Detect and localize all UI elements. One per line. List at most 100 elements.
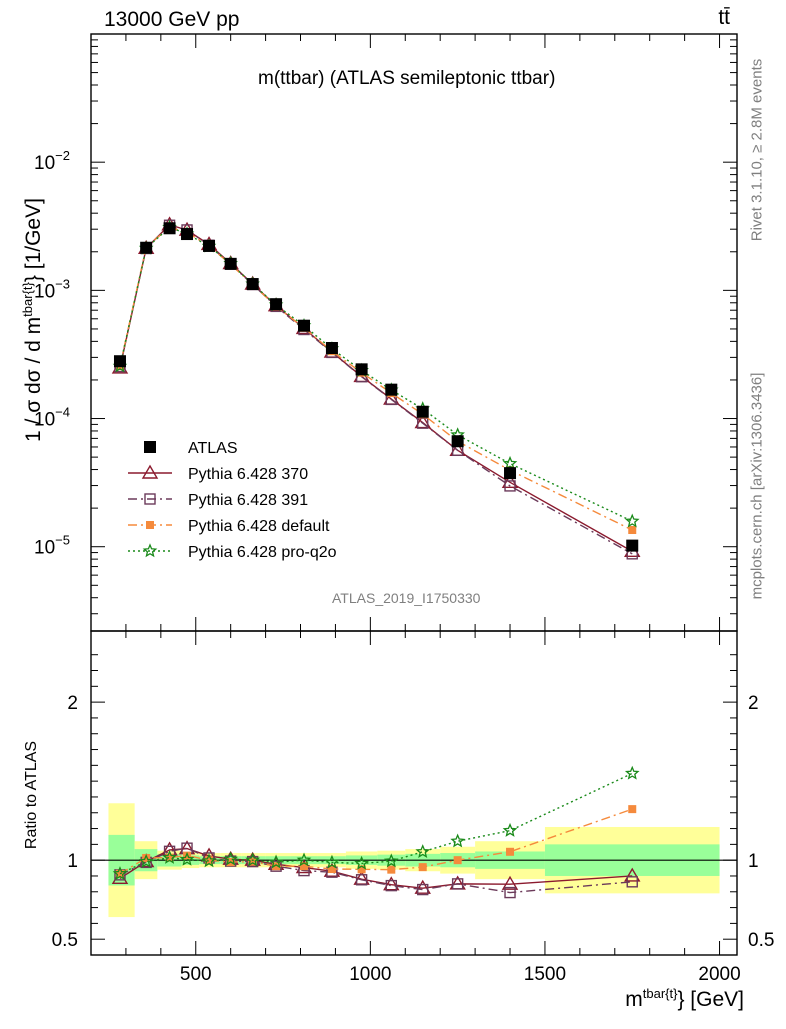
ratio-point-pythia-6-428-default-3 [183, 851, 192, 860]
main-point-pythia-6-428-391-14 [504, 480, 516, 492]
main-point-atlas-12 [416, 405, 429, 418]
main-point-atlas-15 [626, 539, 639, 552]
main-y-tick-exp-3: −2 [55, 148, 70, 163]
ratio-point-pythia-6-428-default-11 [387, 865, 396, 874]
ratio-point-pythia-6-428-pro-q2o-6 [245, 852, 260, 867]
ratio-point-pythia-6-428-370-11 [383, 876, 400, 891]
ratio-point-pythia-6-428-391-13 [451, 878, 464, 890]
ratio-point-pythia-6-428-default-10 [357, 865, 366, 874]
ratio-series-group [111, 765, 641, 899]
process-label: tt̄ [718, 6, 730, 29]
ratio-point-pythia-6-428-default-15 [628, 805, 637, 814]
ratio-point-pythia-6-428-pro-q2o-7 [268, 854, 284, 869]
ratio-y-axis-title: Ratio to ATLAS [23, 740, 40, 850]
main-y-tick-label-1: 10−4 [34, 405, 70, 431]
ratio-point-pythia-6-428-391-14 [504, 886, 516, 899]
x-tick-label-1500: 1500 [524, 964, 566, 985]
y-axis-title-prefix: 1 / σ dσ / d m [22, 316, 45, 442]
analysis-id: ATLAS_2019_I1750330 [332, 590, 481, 606]
ratio-point-pythia-6-428-pro-q2o-10 [354, 855, 369, 870]
main-point-atlas-8 [298, 319, 311, 332]
ratio-point-pythia-6-428-pro-q2o-14 [502, 822, 518, 837]
x-axis-title-sup: tbar{t} [642, 986, 678, 1001]
main-point-atlas-7 [270, 298, 283, 311]
ratio-point-pythia-6-428-391-12 [417, 883, 429, 896]
ratio-y-tick-label-right-2: 2 [748, 693, 759, 714]
main-point-pythia-6-428-pro-q2o-14 [502, 455, 518, 470]
ratio-y-tick-label-left-0.5: 0.5 [52, 930, 78, 951]
legend-marker-pythia-6-428-370 [141, 464, 159, 479]
ratio-point-pythia-6-428-pro-q2o-4 [201, 853, 217, 868]
main-line-pythia-6-428-pro-q2o [119, 226, 633, 522]
main-y-tick-label-3: 10−2 [34, 148, 70, 174]
main-point-atlas-2 [163, 222, 176, 235]
ratio-point-pythia-6-428-pro-q2o-8 [296, 852, 312, 867]
main-point-atlas-9 [325, 342, 338, 355]
main-y-tick-exp-0: −5 [55, 533, 70, 548]
main-line-pythia-6-428-default [119, 226, 633, 531]
ratio-line-pythia-6-428-default [119, 808, 633, 875]
legend-label-atlas: ATLAS [188, 440, 238, 457]
legend-marker-pythia-6-428-pro-q2o [142, 543, 158, 558]
ratio-point-pythia-6-428-default-14 [506, 847, 515, 856]
ratio-point-pythia-6-428-391-10 [355, 874, 368, 886]
main-frame [90, 33, 738, 632]
main-y-tick-label-0: 10−5 [34, 533, 70, 559]
main-y-tick-exp-1: −4 [55, 405, 70, 420]
main-point-atlas-10 [355, 363, 368, 376]
legend-label-pythia-6-428-391: Pythia 6.428 391 [188, 492, 308, 509]
main-point-atlas-11 [385, 383, 398, 396]
main-point-atlas-1 [140, 241, 153, 254]
ratio-y-tick-label-left-1: 1 [67, 851, 78, 872]
main-series-group [111, 216, 641, 560]
legend-marker-atlas [144, 441, 156, 453]
ratio-point-pythia-6-428-391-11 [385, 879, 398, 892]
legend-label-pythia-6-428-default: Pythia 6.428 default [188, 518, 330, 535]
y-axis-title: 1 / σ dσ / d mtbar{t}} [1/GeV] [20, 198, 46, 442]
ratio-point-pythia-6-428-pro-q2o-5 [223, 851, 238, 866]
main-y-tick-base-0: 10 [34, 538, 55, 559]
main-point-atlas-0 [113, 355, 126, 368]
plot-title: m(ttbar) (ATLAS semileptonic ttbar) [258, 68, 556, 89]
ratio-point-pythia-6-428-391-15 [626, 876, 638, 888]
energy-label: 13000 GeV pp [104, 8, 240, 31]
ratio-point-pythia-6-428-default-1 [142, 853, 151, 862]
x-tick-label-1000: 1000 [349, 964, 391, 985]
main-y-tick-base-1: 10 [34, 410, 55, 431]
x-axis-title-prefix: m [625, 988, 643, 1011]
ratio-point-pythia-6-428-default-8 [300, 862, 309, 871]
ratio-point-pythia-6-428-391-6 [246, 855, 259, 868]
legend: ATLAS Pythia 6.428 370 Pythia 6.428 391 Pyt… [128, 440, 337, 561]
ratio-point-pythia-6-428-pro-q2o-9 [324, 854, 340, 869]
ratio-point-pythia-6-428-pro-q2o-2 [162, 849, 177, 864]
ratio-point-pythia-6-428-default-4 [205, 856, 214, 865]
ratio-point-pythia-6-428-pro-q2o-11 [383, 853, 399, 868]
ratio-point-pythia-6-428-pro-q2o-13 [450, 833, 465, 848]
main-y-tick-base-3: 10 [34, 153, 55, 174]
ratio-point-pythia-6-428-pro-q2o-1 [138, 853, 154, 868]
ratio-point-pythia-6-428-default-2 [165, 853, 174, 862]
legend-label-pythia-6-428-pro-q2o: Pythia 6.428 pro-q2o [188, 544, 337, 561]
ratio-point-pythia-6-428-pro-q2o-0 [112, 866, 128, 880]
x-axis-title: mtbar{t}} [GeV] [625, 986, 744, 1012]
ratio-point-pythia-6-428-default-6 [248, 857, 257, 866]
legend-marker-pythia-6-428-391 [144, 493, 156, 505]
x-tick-label-2000: 2000 [698, 964, 740, 985]
ratio-point-pythia-6-428-default-13 [453, 856, 462, 865]
main-point-pythia-6-428-pro-q2o-15 [624, 513, 640, 528]
ratio-line-pythia-6-428-391 [119, 847, 633, 894]
main-y-tick-exp-2: −3 [55, 276, 70, 291]
ratio-point-pythia-6-428-370-14 [501, 875, 519, 890]
ratio-point-pythia-6-428-default-12 [418, 863, 427, 872]
ratio-point-pythia-6-428-default-7 [272, 862, 281, 871]
main-point-pythia-6-428-default-15 [628, 526, 637, 535]
ratio-line-pythia-6-428-pro-q2o [119, 772, 633, 875]
main-point-atlas-3 [181, 228, 194, 241]
main-point-atlas-6 [246, 278, 259, 291]
ratio-point-pythia-6-428-391-5 [224, 855, 237, 867]
ratio-point-pythia-6-428-pro-q2o-15 [624, 765, 640, 780]
rivet-label: Rivet 3.1.10, ≥ 2.8M events [748, 58, 766, 242]
x-tick-label-500: 500 [180, 964, 212, 985]
